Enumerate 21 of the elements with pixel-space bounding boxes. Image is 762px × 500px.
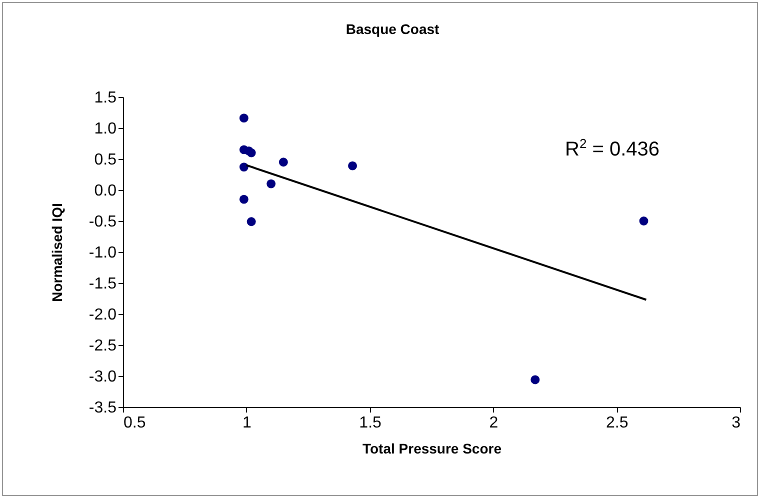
x-tick-label: 1.5 (359, 414, 382, 432)
y-tick-label: -2.5 (88, 338, 117, 354)
y-tick-label: 0.5 (94, 152, 117, 168)
x-tick-label: 0.5 (124, 414, 146, 432)
y-tick-label: 0.0 (94, 182, 117, 200)
x-tick-label: 2.5 (606, 414, 628, 432)
x-tick-label: 1 (242, 414, 252, 432)
y-tick-label: -3.0 (88, 368, 117, 386)
y-tick-label: -1.5 (88, 276, 117, 292)
y-tick-label: -3.5 (88, 400, 117, 416)
x-tick-label: 2 (489, 414, 498, 432)
y-tick-label: -0.5 (88, 214, 117, 230)
x-axis-title: Total Pressure Score (362, 440, 502, 456)
y-tick-label: 1.0 (94, 120, 117, 138)
y-tick-label: -1.0 (88, 244, 117, 262)
x-tick-label: 3 (732, 414, 741, 432)
annotation: R$^{2}$ = 0.436 (565, 136, 660, 162)
y-tick-label: 1.5 (94, 90, 117, 106)
y-axis-title: Normalised IQI (48, 203, 65, 302)
chart-title: Basque Coast (346, 21, 440, 37)
y-tick-label: -2.0 (88, 306, 117, 324)
